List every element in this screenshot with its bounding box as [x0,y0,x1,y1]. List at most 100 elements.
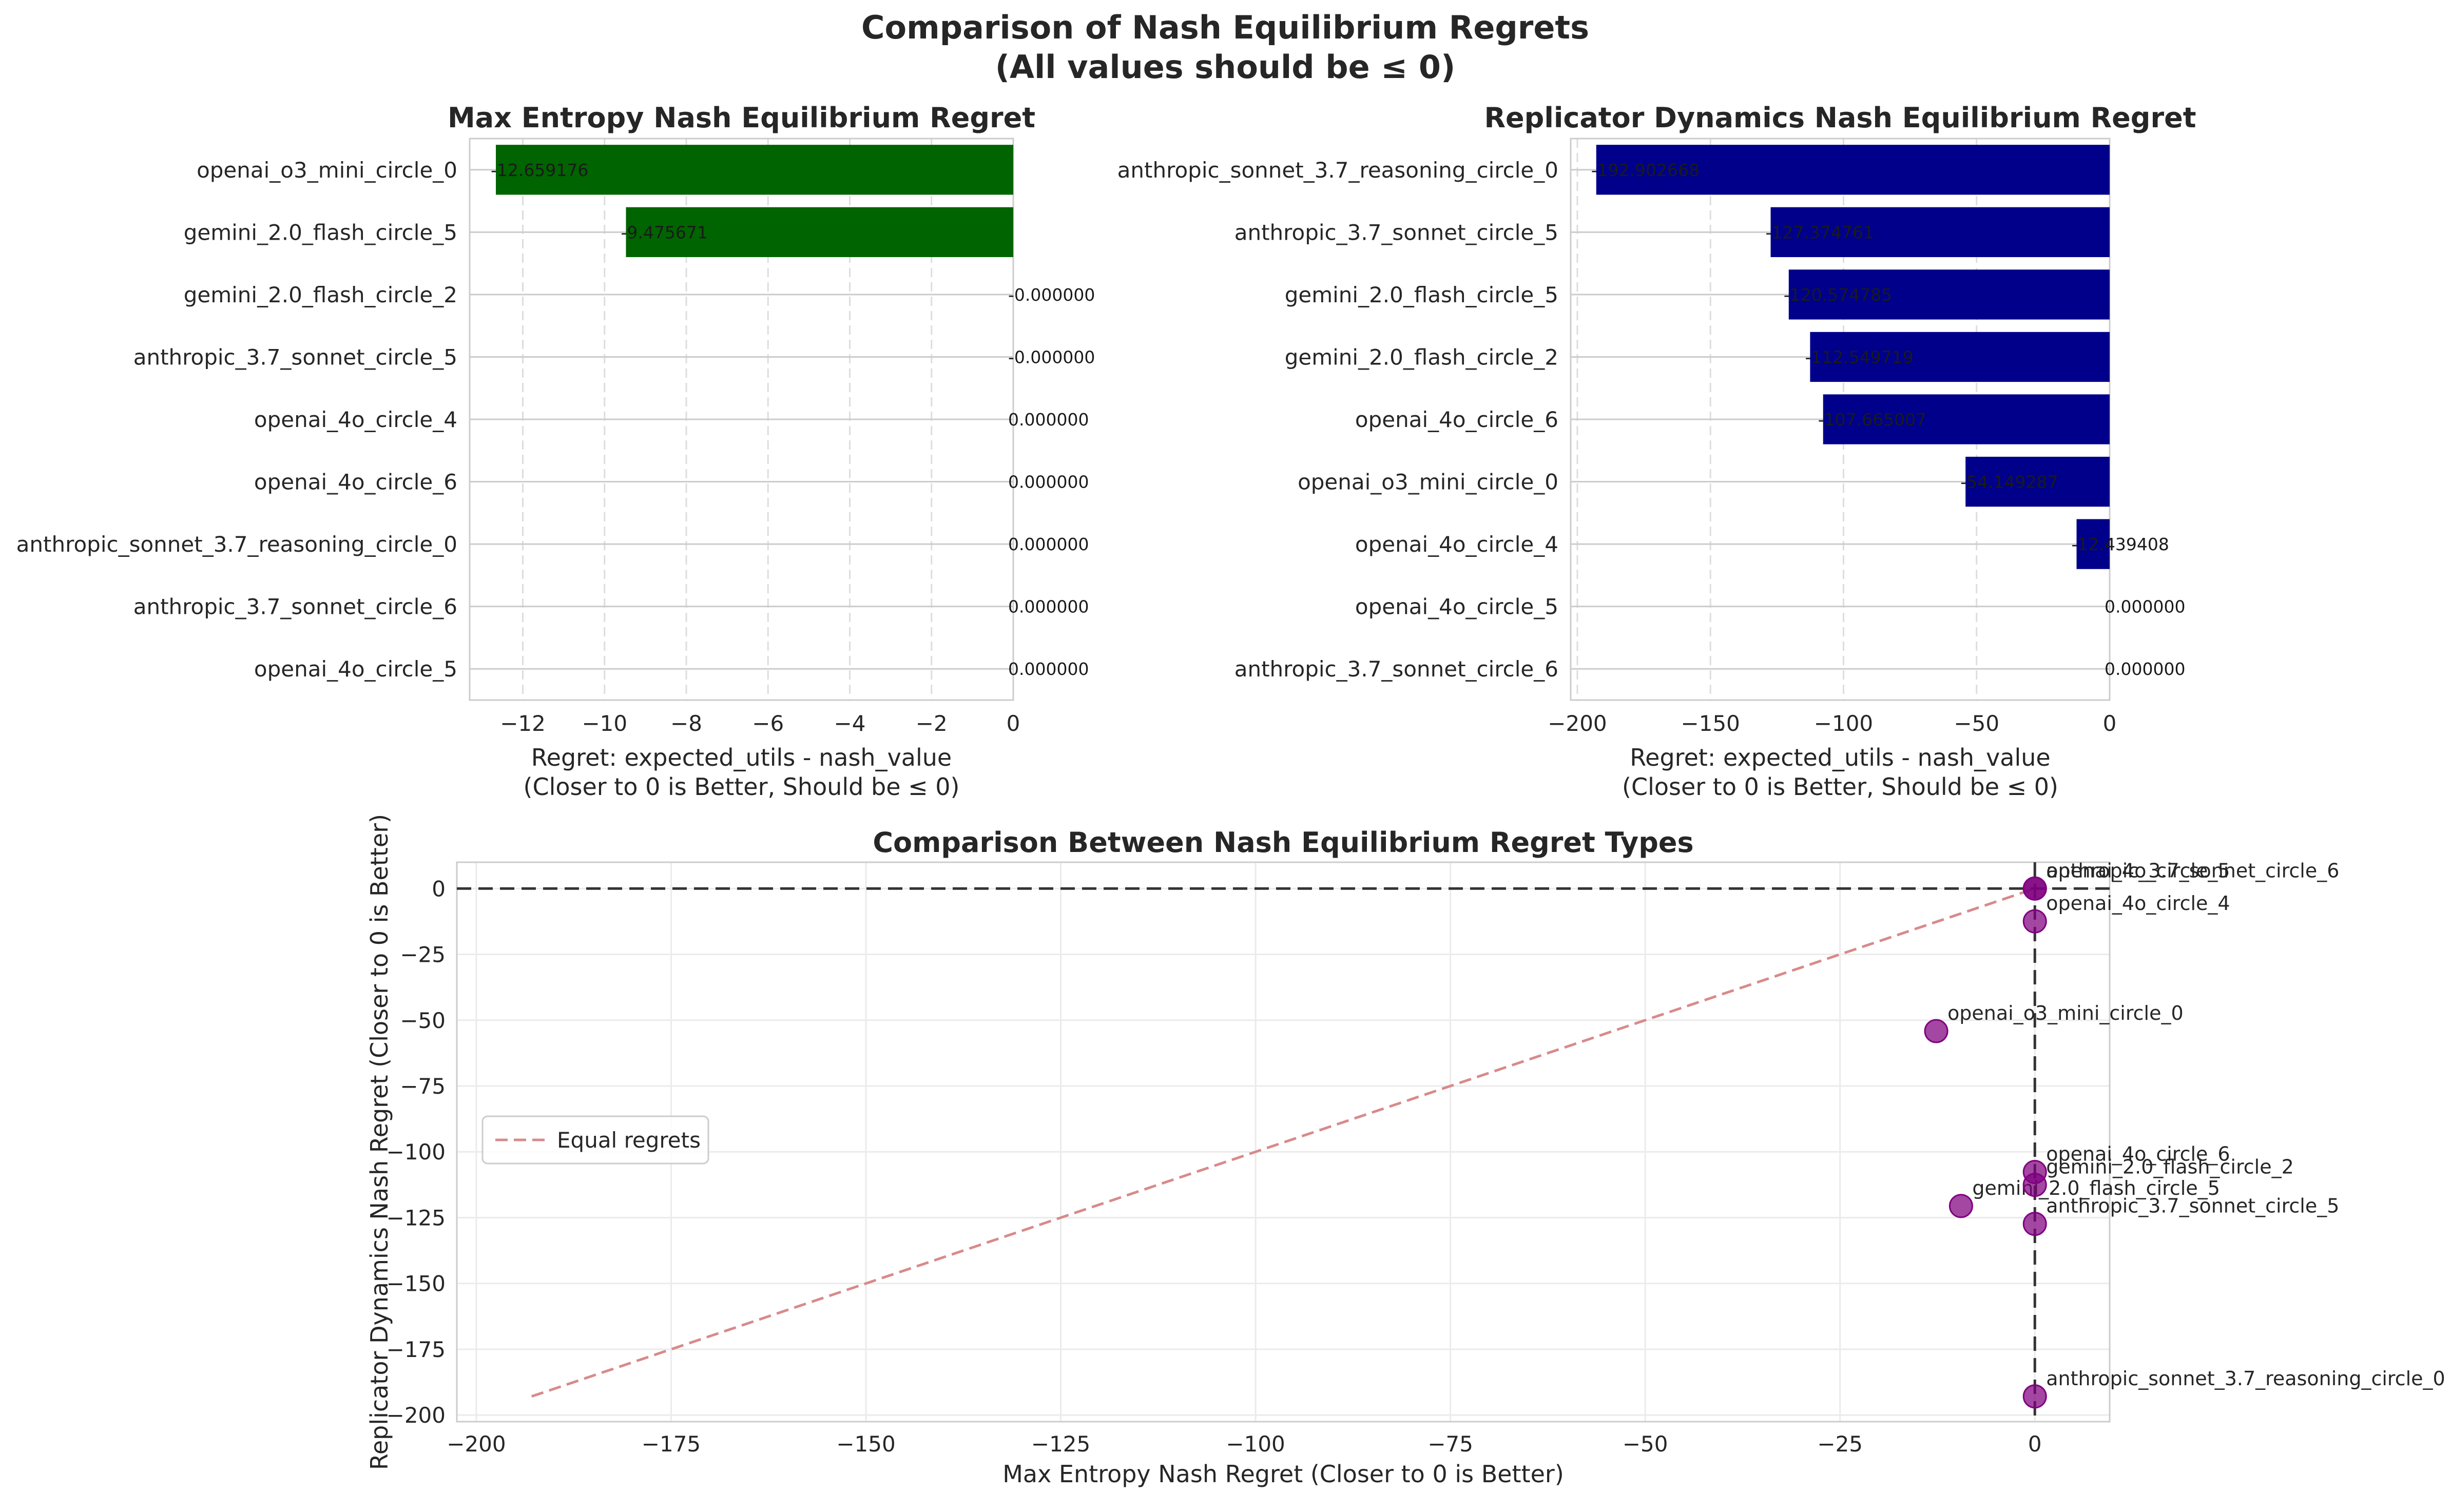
equal-regrets-line [531,887,2036,1398]
max-entropy-bar [496,145,1013,195]
scatter-ytick-label: −125 [387,1205,446,1230]
replicator-value-label: -12.439408 [2071,534,2169,554]
replicator-value-label: 0.000000 [2105,597,2185,617]
replicator-bar [1596,145,2110,195]
scatter-ytick-label: −100 [387,1139,446,1165]
max-entropy-value-label: 0.000000 [1008,472,1089,492]
replicator-value-label: -54.149287 [1960,472,2058,492]
scatter-frame [456,861,2111,1423]
max-entropy-frame [469,138,1014,701]
replicator-value-label: -107.665007 [1818,410,1926,430]
scatter-ytick-label: −25 [400,942,446,967]
scatter-ytick-label: −50 [400,1008,446,1033]
replicator-bar [1770,207,2110,257]
scatter-point [2022,1160,2047,1185]
legend-label-equal-regrets: Equal regrets [557,1128,701,1153]
legend-box [481,1115,709,1165]
scatter-xtick-label: 0 [2028,1431,2042,1457]
replicator-category-label: openai_o3_mini_circle_0 [1298,470,1558,495]
max-entropy-value-label: -0.000000 [1008,347,1095,367]
replicator-bar [2076,519,2110,569]
scatter-point [2022,1212,2047,1236]
replicator-bar [1810,332,2110,382]
scatter-point [2022,1384,2047,1409]
max-entropy-category-label: openai_4o_circle_4 [254,407,457,432]
replicator-xlabel-note: (Closer to 0 is Better, Should be ≤ 0) [1622,773,2058,801]
scatter-legend: Equal regrets [481,1115,709,1165]
scatter-point [1924,1019,1948,1043]
scatter-title: Comparison Between Nash Equilibrium Regr… [873,826,1693,859]
max-entropy-value-label: -9.475671 [621,222,708,242]
max-entropy-category-label: anthropic_3.7_sonnet_circle_6 [133,594,457,619]
max-entropy-category-label: openai_4o_circle_5 [254,656,457,682]
scatter-point-label: anthropic_3.7_sonnet_circle_6 [2046,859,2339,882]
figure-subtitle: (All values should be ≤ 0) [995,48,1456,86]
replicator-bar-chart: anthropic_sonnet_3.7_reasoning_circle_0 -… [1117,102,2196,801]
max-entropy-category-label: openai_o3_mini_circle_0 [197,158,457,183]
max-entropy-category-label: anthropic_sonnet_3.7_reasoning_circle_0 [16,532,457,557]
max-entropy-bar [626,207,1013,257]
scatter-ytick-label: −75 [400,1074,446,1099]
scatter-point-label: anthropic_sonnet_3.7_reasoning_circle_0 [2046,1367,2445,1390]
figure-title: Comparison of Nash Equilibrium Regrets [861,9,1589,46]
replicator-xtick-label: 0 [2103,711,2117,736]
replicator-value-label: 0.000000 [2105,659,2185,679]
replicator-category-label: anthropic_3.7_sonnet_circle_5 [1234,220,1558,245]
scatter-xtick-label: −50 [1623,1431,1668,1457]
replicator-title: Replicator Dynamics Nash Equilibrium Reg… [1484,102,2196,134]
scatter-point [1948,1194,1973,1218]
replicator-category-label: openai_4o_circle_5 [1355,594,1558,619]
scatter-point-label: anthropic_3.7_sonnet_circle_5 [2046,1195,2339,1217]
replicator-value-label: -120.574785 [1784,285,1892,305]
max-entropy-xtick-label: −12 [500,711,546,736]
scatter-ytick-label: −175 [387,1337,446,1362]
scatter-ytick-label: 0 [432,876,446,901]
scatter-point-label: gemini_2.0_flash_circle_2 [2046,1156,2294,1178]
max-entropy-xtick-label: −2 [916,711,948,736]
replicator-category-label: openai_4o_circle_4 [1355,532,1558,557]
max-entropy-title: Max Entropy Nash Equilibrium Regret [448,102,1035,134]
regret-comparison-scatter: openai_o3_mini_circle_0 gemini_2.0_flash_… [365,814,2445,1488]
max-entropy-value-label: -0.000000 [1008,285,1095,305]
max-entropy-xtick-label: −6 [752,711,784,736]
scatter-point-label: openai_4o_circle_6 [2046,1143,2230,1166]
max-entropy-value-label: 0.000000 [1008,659,1089,679]
replicator-category-label: anthropic_sonnet_3.7_reasoning_circle_0 [1117,158,1558,183]
max-entropy-xtick-label: −10 [582,711,627,736]
replicator-value-label: -112.549719 [1805,347,1913,367]
scatter-ylabel: Replicator Dynamics Nash Regret (Closer … [365,814,393,1470]
replicator-bar [1823,394,2110,444]
scatter-point-label: openai_4o_circle_4 [2046,892,2230,915]
max-entropy-value-label: 0.000000 [1008,597,1089,617]
replicator-category-label: gemini_2.0_flash_circle_2 [1285,344,1558,370]
scatter-xtick-label: −150 [836,1431,895,1457]
max-entropy-value-label: 0.000000 [1008,534,1089,554]
scatter-point-label: gemini_2.0_flash_circle_5 [1972,1177,2220,1199]
replicator-value-label: -192.902668 [1591,160,1700,180]
scatter-ytick-label: −200 [387,1403,446,1428]
replicator-bar [1788,269,2110,320]
scatter-xtick-label: −25 [1817,1431,1863,1457]
max-entropy-xtick-label: −8 [670,711,702,736]
max-entropy-xlabel: Regret: expected_utils - nash_value [531,744,952,771]
scatter-xtick-label: −125 [1031,1431,1090,1457]
scatter-xtick-label: −175 [642,1431,701,1457]
replicator-bar [1965,456,2110,507]
max-entropy-value-label: -12.659176 [491,160,588,180]
replicator-category-label: openai_4o_circle_6 [1355,407,1558,432]
max-entropy-category-label: openai_4o_circle_6 [254,470,457,495]
replicator-xtick-label: −50 [1954,711,1999,736]
replicator-xtick-label: −150 [1681,711,1740,736]
max-entropy-xlabel-note: (Closer to 0 is Better, Should be ≤ 0) [524,773,960,801]
replicator-category-label: gemini_2.0_flash_circle_5 [1285,282,1558,307]
scatter-point [2022,909,2047,934]
scatter-point [2022,876,2047,901]
max-entropy-value-label: 0.000000 [1008,410,1089,430]
replicator-xlabel: Regret: expected_utils - nash_value [1630,744,2050,771]
scatter-ytick-label: −150 [387,1271,446,1296]
scatter-xlabel: Max Entropy Nash Regret (Closer to 0 is … [1002,1460,1564,1488]
replicator-category-label: anthropic_3.7_sonnet_circle_6 [1234,656,1558,682]
max-entropy-category-label: gemini_2.0_flash_circle_2 [184,282,457,307]
scatter-point-label: openai_4o_circle_5 [2046,859,2230,882]
